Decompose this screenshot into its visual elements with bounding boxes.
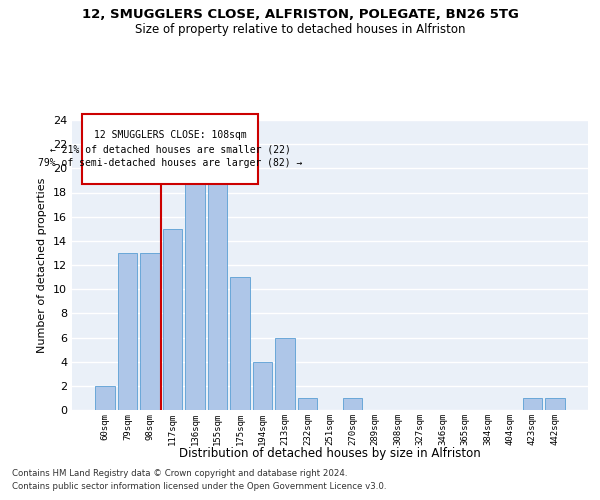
Bar bbox=[185, 180, 205, 410]
Bar bbox=[545, 398, 565, 410]
FancyBboxPatch shape bbox=[82, 114, 258, 184]
Bar bbox=[253, 362, 272, 410]
Bar bbox=[95, 386, 115, 410]
Bar bbox=[118, 253, 137, 410]
Bar bbox=[163, 229, 182, 410]
Y-axis label: Number of detached properties: Number of detached properties bbox=[37, 178, 47, 352]
Text: Contains public sector information licensed under the Open Government Licence v3: Contains public sector information licen… bbox=[12, 482, 386, 491]
Bar bbox=[343, 398, 362, 410]
Text: Contains HM Land Registry data © Crown copyright and database right 2024.: Contains HM Land Registry data © Crown c… bbox=[12, 468, 347, 477]
Bar bbox=[298, 398, 317, 410]
Bar bbox=[140, 253, 160, 410]
Text: Distribution of detached houses by size in Alfriston: Distribution of detached houses by size … bbox=[179, 448, 481, 460]
Bar bbox=[230, 277, 250, 410]
Text: 12 SMUGGLERS CLOSE: 108sqm
← 21% of detached houses are smaller (22)
79% of semi: 12 SMUGGLERS CLOSE: 108sqm ← 21% of deta… bbox=[38, 130, 302, 168]
Text: 12, SMUGGLERS CLOSE, ALFRISTON, POLEGATE, BN26 5TG: 12, SMUGGLERS CLOSE, ALFRISTON, POLEGATE… bbox=[82, 8, 518, 20]
Bar bbox=[275, 338, 295, 410]
Text: Size of property relative to detached houses in Alfriston: Size of property relative to detached ho… bbox=[135, 22, 465, 36]
Bar bbox=[523, 398, 542, 410]
Bar bbox=[208, 180, 227, 410]
